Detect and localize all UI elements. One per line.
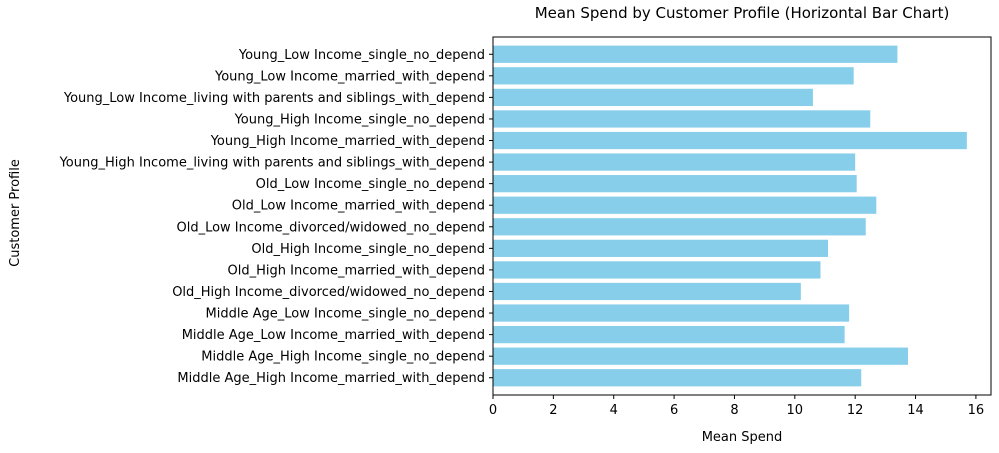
bar: [493, 347, 908, 365]
x-tick-label: 0: [489, 403, 497, 418]
y-tick-label: Old_High Income_divorced/widowed_no_depe…: [172, 285, 485, 300]
x-tick-label: 8: [730, 403, 738, 418]
bar: [493, 110, 871, 128]
y-tick-label: Middle Age_High Income_married_with_depe…: [177, 371, 485, 386]
y-tick-labels: Young_Low Income_single_no_depend Young_L…: [59, 48, 493, 386]
y-tick-label: Young_High Income_single_no_depend: [234, 112, 485, 127]
x-tick-label: 14: [907, 403, 924, 418]
x-tick-label: 6: [670, 403, 678, 418]
y-tick-label: Young_Low Income_married_with_depend: [214, 69, 485, 84]
y-tick-label: Young_Low Income_living with parents and…: [63, 91, 485, 106]
bar: [493, 282, 801, 301]
bar: [493, 196, 877, 214]
bar: [493, 153, 856, 171]
bar: [493, 261, 821, 279]
y-tick-label: Old_High Income_single_no_depend: [251, 242, 485, 257]
y-tick-label: Young_High Income_married_with_depend: [210, 134, 485, 149]
y-tick-label: Old_Low Income_single_no_depend: [256, 177, 485, 192]
y-tick-label: Young_Low Income_single_no_depend: [238, 48, 485, 63]
bar: [493, 304, 850, 322]
x-tick-label: 10: [787, 403, 804, 418]
y-tick-label: Old_High Income_married_with_depend: [228, 263, 485, 278]
y-tick-label: Middle Age_Low Income_married_with_depen…: [182, 328, 485, 343]
bar: [493, 239, 829, 257]
y-tick-label: Old_Low Income_divorced/widowed_no_depen…: [176, 220, 485, 235]
y-axis-label: Customer Profile: [8, 159, 23, 267]
plot-frame: [492, 36, 992, 396]
y-tick-label: Middle Age_High Income_single_no_depend: [201, 350, 485, 365]
x-tick-label: 2: [549, 403, 557, 418]
y-tick-label: Middle Age_Low Income_single_no_depend: [206, 307, 485, 322]
x-axis-label: Mean Spend: [702, 430, 783, 445]
bar: [493, 45, 898, 63]
x-ticks: 0 2 4 6 8 10 12 14 16: [489, 395, 984, 418]
x-tick-label: 4: [610, 403, 618, 418]
bar: [493, 369, 862, 387]
bar: [493, 325, 845, 344]
x-tick-label: 16: [968, 403, 985, 418]
bar: [493, 175, 857, 193]
chart-title: Mean Spend by Customer Profile (Horizont…: [535, 4, 950, 22]
y-tick-label: Young_High Income_living with parents an…: [59, 156, 485, 171]
y-tick-label: Old_Low Income_married_with_depend: [232, 199, 485, 214]
bar: [493, 67, 854, 85]
bars-group: [493, 45, 967, 387]
bar: [493, 88, 813, 107]
bar: [493, 218, 866, 236]
bar: [493, 131, 967, 150]
x-tick-label: 12: [847, 403, 864, 418]
